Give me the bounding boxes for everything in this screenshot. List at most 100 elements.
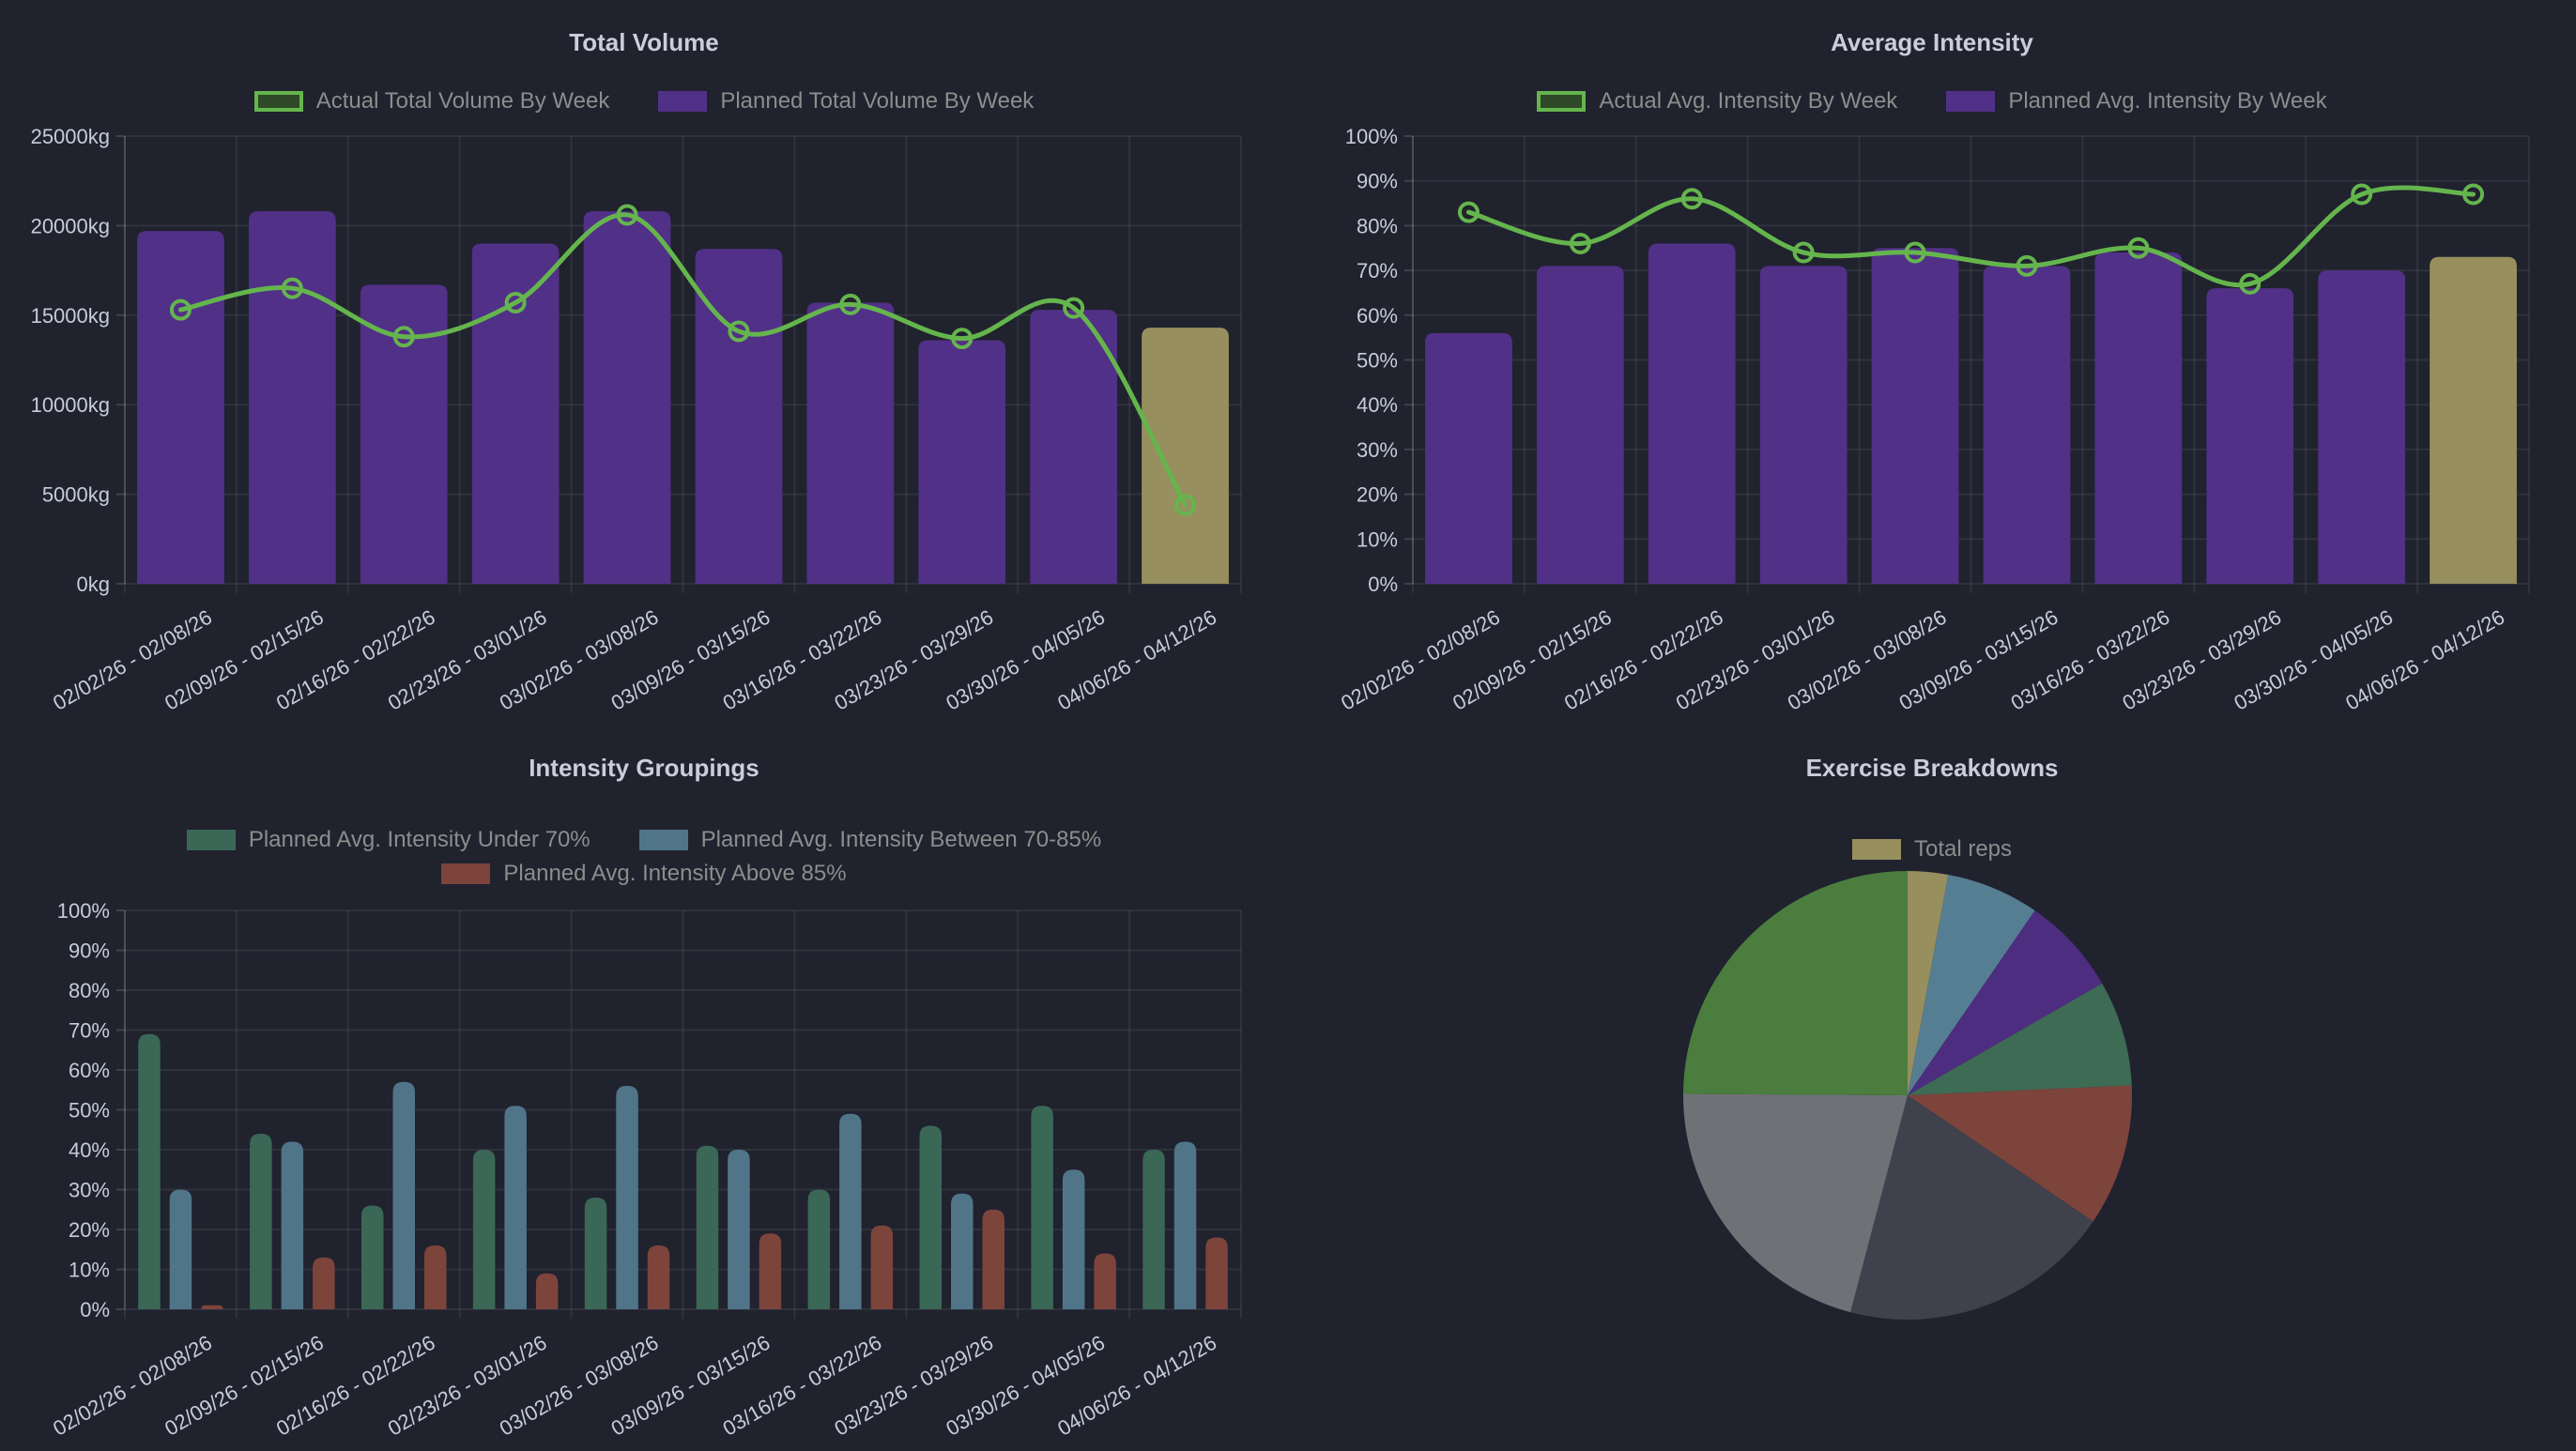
legend-item[interactable]: Planned Avg. Intensity By Week <box>1946 88 2327 115</box>
legend-label: Planned Avg. Intensity Above 85% <box>503 861 847 886</box>
bar <box>471 243 560 584</box>
y-axis-label: 0% <box>1368 573 1398 596</box>
slice-green <box>1683 871 1908 1095</box>
legend-item[interactable]: Planned Avg. Intensity Between 70-85% <box>638 827 1101 853</box>
panel-title-intensity-groupings: Intensity Groupings <box>529 754 759 782</box>
legend-label: Total reps <box>1913 836 2013 862</box>
y-axis-label: 40% <box>1357 393 1398 417</box>
bar <box>472 1150 496 1309</box>
slice-gray <box>1683 1093 1908 1313</box>
line-marker <box>728 320 750 343</box>
line-marker <box>2351 183 2373 206</box>
line-marker <box>616 204 638 226</box>
exercise-breakdowns-chart[interactable] <box>1288 726 2576 1451</box>
bar <box>616 1086 638 1309</box>
slice-steel-blue <box>1908 874 2035 1095</box>
y-axis-label: 10% <box>1357 527 1398 551</box>
bar <box>137 231 224 584</box>
y-axis-label: 50% <box>69 1099 110 1123</box>
bar <box>169 1189 192 1309</box>
bar <box>361 1205 384 1309</box>
legend-swatch <box>1946 91 1996 112</box>
bar <box>839 1113 862 1309</box>
y-axis-label: 30% <box>1357 438 1398 462</box>
bar <box>1142 328 1229 584</box>
line-marker <box>169 298 192 321</box>
bar <box>248 211 336 585</box>
bar <box>2430 256 2517 584</box>
panel-intensity-groupings: Intensity Groupings Planned Avg. Intensi… <box>0 726 1288 1451</box>
y-axis-label: 40% <box>69 1138 110 1162</box>
bar <box>806 302 895 584</box>
line-marker <box>392 326 415 348</box>
legend-item[interactable]: Total reps <box>1851 836 2013 863</box>
line-marker <box>281 277 303 299</box>
y-axis-label: 80% <box>1357 214 1398 237</box>
line-marker <box>1457 201 1480 223</box>
legend-intensity-groupings: Planned Avg. Intensity Under 70% Planned … <box>75 827 1213 887</box>
y-axis-label: 0% <box>80 1298 110 1321</box>
bar <box>1142 1150 1165 1309</box>
legend-average-intensity: Actual Avg. Intensity By Week Planned Avg… <box>1363 88 2501 115</box>
line-marker <box>2127 237 2150 259</box>
bar <box>313 1257 335 1309</box>
bar <box>424 1245 447 1309</box>
slice-purple <box>1908 910 2103 1095</box>
line-series <box>177 212 1188 508</box>
line-marker <box>1063 297 1085 319</box>
panel-title-exercise-breakdowns: Exercise Breakdowns <box>1805 754 2059 782</box>
average-intensity-chart[interactable]: 0%10%20%30%40%50%60%70%80%90%100%02/02/2… <box>1288 0 2576 726</box>
y-axis-label: 20% <box>1357 483 1398 507</box>
y-axis-label: 90% <box>69 939 110 963</box>
line-marker <box>1792 241 1815 264</box>
y-axis-label: 80% <box>69 979 110 1002</box>
intensity-groupings-chart[interactable]: 0%10%20%30%40%50%60%70%80%90%100%02/02/2… <box>0 726 1288 1451</box>
bar <box>918 340 1006 584</box>
legend-item[interactable]: Planned Avg. Intensity Above 85% <box>441 861 847 887</box>
y-axis-label: 70% <box>1357 259 1398 283</box>
line-marker <box>1174 494 1197 516</box>
bar <box>1031 1106 1053 1309</box>
y-axis-label: 90% <box>1357 170 1398 193</box>
bar <box>870 1225 894 1309</box>
legend-item[interactable]: Actual Avg. Intensity By Week <box>1537 88 1897 115</box>
y-axis-label: 60% <box>69 1059 110 1082</box>
legend-label: Actual Avg. Intensity By Week <box>1599 88 1898 114</box>
bar <box>728 1150 750 1309</box>
bar <box>1759 266 1848 584</box>
bar <box>1205 1237 1228 1309</box>
legend-label: Planned Total Volume By Week <box>720 88 1035 114</box>
bar <box>2206 288 2294 584</box>
line-marker <box>2462 183 2485 206</box>
bar <box>696 1145 719 1309</box>
line-marker <box>1680 188 1703 210</box>
bar <box>250 1134 272 1309</box>
legend-item[interactable]: Planned Avg. Intensity Under 70% <box>186 827 590 853</box>
total-volume-chart[interactable]: 0kg5000kg10000kg15000kg20000kg25000kg02/… <box>0 0 1288 726</box>
bar <box>1173 1141 1197 1309</box>
bar <box>360 284 448 584</box>
bar <box>1094 1253 1116 1309</box>
bar <box>1536 266 1624 584</box>
panel-exercise-breakdowns: Exercise Breakdowns Total reps <box>1288 726 2576 1451</box>
panel-total-volume: Total Volume Actual Total Volume By Week… <box>0 0 1288 726</box>
bar <box>584 1198 607 1309</box>
bar <box>807 1189 831 1309</box>
bar <box>647 1245 670 1309</box>
bar <box>1062 1169 1085 1309</box>
y-axis-label: 100% <box>57 899 110 923</box>
y-axis-label: 10000kg <box>31 393 110 417</box>
bar <box>281 1141 304 1309</box>
legend-item[interactable]: Actual Total Volume By Week <box>253 88 609 115</box>
y-axis-label: 60% <box>1357 304 1398 328</box>
bar <box>138 1033 161 1309</box>
slice-brick-red <box>1908 1085 2132 1222</box>
bar <box>504 1106 527 1309</box>
legend-item[interactable]: Planned Total Volume By Week <box>658 88 1034 115</box>
bar <box>2094 252 2183 584</box>
legend-swatch <box>1851 839 1901 860</box>
bar <box>1871 248 1959 584</box>
bar <box>535 1273 559 1309</box>
bar <box>695 249 783 584</box>
legend-swatch <box>441 863 491 884</box>
